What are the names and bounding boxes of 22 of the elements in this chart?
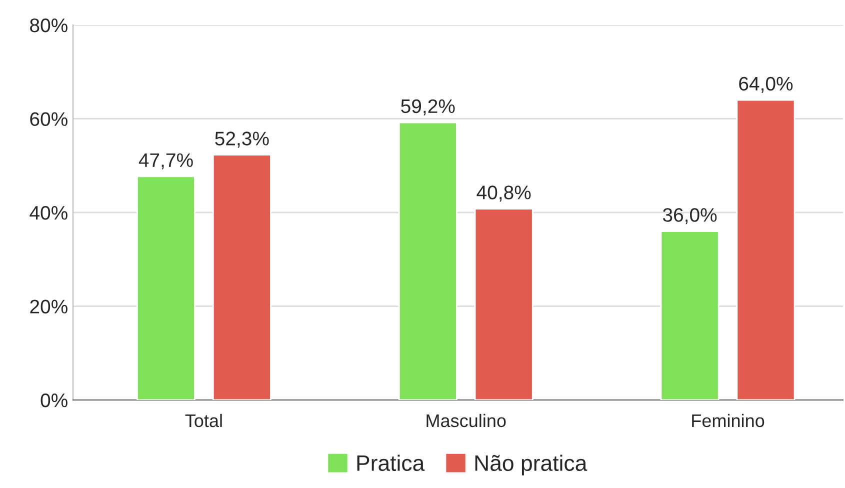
y-tick-label: 80% [30,18,68,32]
bar [136,176,196,400]
data-label: 64,0% [739,76,793,93]
y-tick-label: 0% [40,393,68,408]
data-label: 52,3% [215,132,269,148]
legend-label: Pratica [357,454,425,472]
legend-label: Não pratica [475,454,588,476]
x-tick-label: Total [185,414,222,428]
y-tick-label: 60% [30,112,68,126]
y-tick-label: 20% [30,300,68,314]
data-label: 40,8% [476,186,531,202]
x-tick-label: Feminino [692,414,764,428]
y-tick-label: 40% [30,206,68,220]
bar [398,122,458,400]
x-tick-label: Masculino [426,414,506,428]
bar [212,154,272,400]
data-label: 36,0% [662,208,717,224]
bar [660,230,720,400]
bar [736,99,796,400]
bar [474,208,534,400]
data-label: 47,7% [138,153,193,170]
data-label: 59,2% [401,99,455,116]
